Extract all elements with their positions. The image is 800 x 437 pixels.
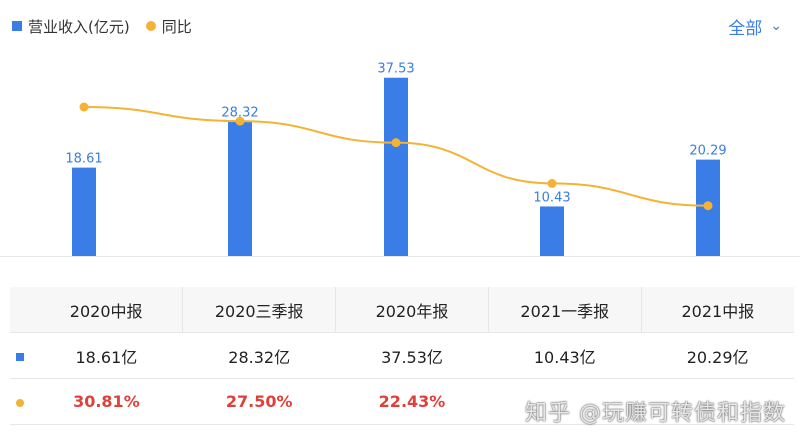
table-header-cell: 2021一季报 [488,287,642,333]
table-cell [641,378,794,425]
bar-data-label-1: 28.32 [221,105,258,120]
bar-data-label-4: 20.29 [689,144,726,159]
bar-0 [72,167,96,256]
chevron-down-icon: ⌄ [770,18,782,34]
table-cell: 27.50% [182,378,336,425]
revenue-chart: 18.61 28.32 37.53 10.43 20.29 [0,62,800,257]
table-row-yoy: 30.81% 27.50% 22.43% [10,378,794,425]
table-cell [488,378,642,425]
table-header-cell: 2021中报 [641,287,794,333]
bar-data-label-2: 37.53 [377,62,414,77]
yoy-point-4 [703,201,713,211]
table-cell: 22.43% [335,378,489,425]
watermark: 知乎 @玩赚可转债和指数 [525,401,786,426]
bar-legend-label: 营业收入(亿元) [28,17,130,36]
period-filter-label: 全部 [728,18,763,39]
table-header-cell: 2020三季报 [182,287,337,333]
bar-3 [540,206,564,256]
revenue-square-icon [16,353,24,361]
table-cell: 10.43亿 [488,332,642,379]
data-table: 2020中报 2020三季报 2020年报 2021一季报 2021中报 18.… [10,287,794,425]
table-header-cell: 2020年报 [335,287,489,333]
bar-data-label-0: 18.61 [65,152,102,167]
table-header-row: 2020中报 2020三季报 2020年报 2021一季报 2021中报 [10,287,794,333]
chart-legend: 营业收入(亿元) 同比 [12,14,192,38]
table-cell: 18.61亿 [30,332,183,379]
table-cell: 30.81% [30,378,183,425]
bar-2 [384,77,408,256]
table-cell: 20.29亿 [641,332,794,379]
yoy-point-2 [391,138,401,148]
table-cell: 37.53亿 [335,332,489,379]
table-cell: 28.32亿 [182,332,336,379]
yoy-dot-icon [16,399,24,407]
bar-1 [228,121,252,256]
table-row-revenue: 18.61亿 28.32亿 37.53亿 10.43亿 20.29亿 [10,332,794,379]
period-filter-dropdown[interactable]: 全部 ⌄ [728,14,782,39]
bar-legend-square-icon [12,21,22,31]
line-legend-label: 同比 [161,17,192,36]
yoy-point-0 [79,102,89,112]
yoy-point-1 [235,116,245,126]
yoy-point-3 [547,178,557,188]
bar-data-label-3: 10.43 [533,190,570,205]
line-legend-dot-icon [145,21,156,31]
table-header-cell: 2020中报 [30,287,184,333]
